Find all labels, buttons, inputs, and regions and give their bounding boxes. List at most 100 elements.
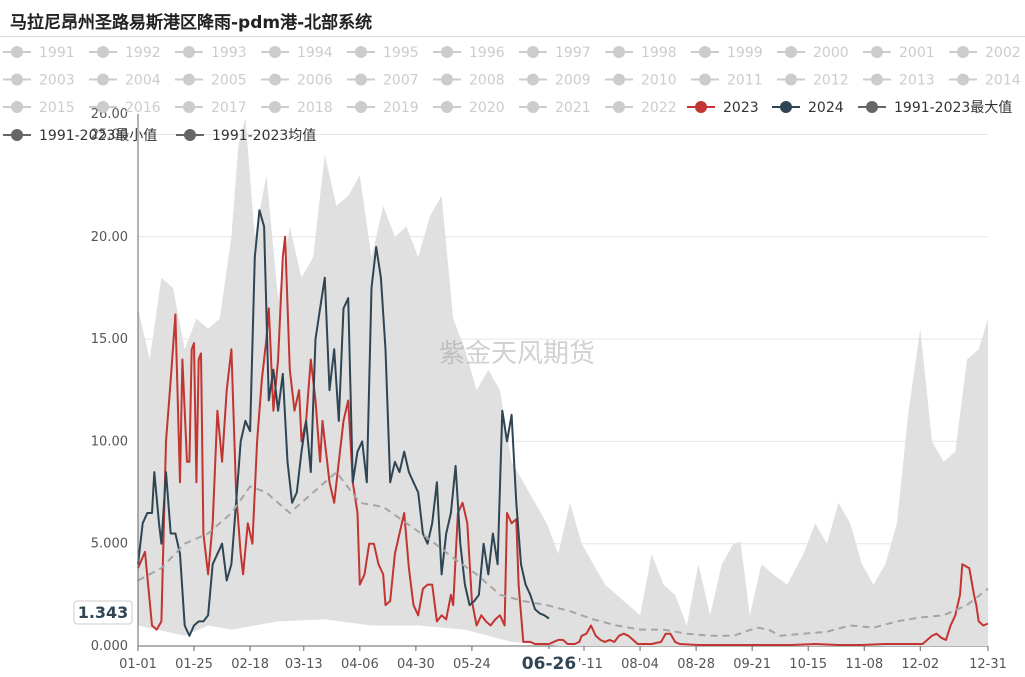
legend-item-1994[interactable]: 1994 (261, 45, 333, 61)
legend-label: 2022 (641, 100, 677, 116)
legend-label: 2001 (899, 45, 935, 61)
title-divider (0, 36, 1025, 37)
legend-label: 2023 (723, 100, 759, 116)
watermark: 紫金天风期货 (439, 339, 595, 369)
legend-item-2017[interactable]: 2017 (175, 100, 247, 116)
legend-circle-icon (613, 73, 625, 86)
legend-item-2019[interactable]: 2019 (347, 100, 419, 116)
legend-circle-icon (871, 73, 883, 86)
legend-item-active-2[interactable]: 1991-2023最大值 (858, 100, 1012, 116)
y-top-label: 26.00 (91, 107, 128, 122)
x-tick-label: 12-31 (969, 657, 1007, 672)
legend-item-2020[interactable]: 2020 (433, 100, 505, 116)
x-tick-label: 11-08 (845, 657, 883, 672)
legend-label: 1997 (555, 45, 591, 61)
legend-circle-icon (699, 46, 711, 58)
x-tick-label: 09-21 (733, 657, 771, 672)
legend-item-1993[interactable]: 1993 (175, 45, 247, 61)
legend-item-2009[interactable]: 2009 (519, 73, 591, 89)
legend-item-2004[interactable]: 2004 (89, 73, 161, 89)
legend-item-2005[interactable]: 2005 (175, 73, 247, 89)
legend-circle-icon (613, 101, 625, 113)
legend-item-2010[interactable]: 2010 (605, 73, 677, 89)
legend-item-2001[interactable]: 2001 (863, 45, 935, 61)
legend-label: 2017 (211, 100, 247, 116)
legend-label: 2008 (469, 73, 505, 89)
legend-circle-icon (11, 46, 23, 58)
legend-item-1997[interactable]: 1997 (519, 45, 591, 61)
legend-item-2002[interactable]: 2002 (949, 45, 1021, 61)
legend-item-1992[interactable]: 1992 (89, 45, 161, 61)
range-band (138, 118, 988, 647)
legend-item-1991[interactable]: 1991 (3, 45, 75, 61)
y-tick-label: 20.00 (91, 230, 128, 245)
legend-circle-icon (957, 46, 969, 58)
legend-label: 2002 (985, 45, 1021, 61)
legend-item-1996[interactable]: 1996 (433, 45, 505, 61)
legend-label: 1991-2023最小值 (39, 128, 157, 144)
legend-label: 2000 (813, 45, 849, 61)
legend-item-2013[interactable]: 2013 (863, 73, 935, 89)
legend-item-2014[interactable]: 2014 (949, 73, 1021, 89)
legend-item-1998[interactable]: 1998 (605, 45, 677, 61)
legend-label: 2020 (469, 100, 505, 116)
legend-item-2012[interactable]: 2012 (777, 73, 849, 89)
legend-circle-icon (269, 101, 281, 113)
legend-label: 2018 (297, 100, 333, 116)
legend-circle-icon (957, 73, 969, 86)
legend-item-2016[interactable]: 2016 (89, 100, 161, 116)
max-min-band-area (138, 118, 988, 647)
legend-item-2008[interactable]: 2008 (433, 73, 505, 89)
legend-label: 2024 (808, 100, 844, 116)
legend-item-2018[interactable]: 2018 (261, 100, 333, 116)
legend-item-1999[interactable]: 1999 (691, 45, 763, 61)
legend-circle-icon (866, 101, 878, 113)
legend-circle-icon (183, 73, 195, 86)
legend-label: 1991 (39, 45, 75, 61)
legend-circle-icon (97, 73, 109, 86)
legend-label: 1991-2023均值 (212, 128, 316, 144)
legend-item-active-0[interactable]: 2023 (687, 100, 759, 116)
x-tick-label: 04-06 (341, 657, 379, 672)
legend-label: 2021 (555, 100, 591, 116)
legend-circle-icon (97, 46, 109, 58)
y-tick-label: 10.00 (91, 434, 128, 449)
legend-item-2015[interactable]: 2015 (3, 100, 75, 116)
legend-item-2022[interactable]: 2022 (605, 100, 677, 116)
legend-item-active-3[interactable]: 1991-2023最小值 (3, 128, 157, 144)
series-lines (137, 209, 989, 646)
legend-circle-icon (871, 46, 883, 58)
x-tick-label: 03-13 (285, 657, 323, 672)
legend-item-2000[interactable]: 2000 (777, 45, 849, 61)
legend-item-2011[interactable]: 2011 (691, 73, 763, 89)
legend-item-1995[interactable]: 1995 (347, 45, 419, 61)
legend-item-2003[interactable]: 2003 (3, 73, 75, 89)
legend-item-active-1[interactable]: 2024 (772, 100, 844, 116)
legend-label: 2015 (39, 100, 75, 116)
legend-item-active-4[interactable]: 1991-2023均值 (176, 128, 316, 144)
axis-pointer: 1.343 (73, 600, 133, 625)
x-tick-label: 01-01 (119, 657, 157, 672)
x-tick-label: 01-25 (175, 657, 213, 672)
legend-label: 2007 (383, 73, 419, 89)
legend-label: 2011 (727, 73, 763, 89)
legend-circle-icon (184, 129, 196, 141)
legend-circle-icon (699, 73, 711, 86)
legend-label: 1994 (297, 45, 333, 61)
legend-item-2006[interactable]: 2006 (261, 73, 333, 89)
legend-circle-icon (11, 101, 23, 113)
legend-label: 2019 (383, 100, 419, 116)
legend-circle-icon (613, 46, 625, 58)
legend-label: 1999 (727, 45, 763, 61)
legend-circle-icon (11, 73, 23, 86)
legend-circle-icon (97, 101, 109, 113)
axis-pointer-value-box (73, 600, 133, 625)
legend-circle-icon (269, 73, 281, 86)
legend-item-2021[interactable]: 2021 (519, 100, 591, 116)
y-tick-label: 25.00 (91, 127, 128, 142)
axis-pointer-date-box (518, 649, 579, 673)
x-tick-label: 12-02 (901, 657, 939, 672)
legend-circle-icon (785, 46, 797, 58)
legend-label: 2014 (985, 73, 1021, 89)
legend-item-2007[interactable]: 2007 (347, 73, 419, 89)
